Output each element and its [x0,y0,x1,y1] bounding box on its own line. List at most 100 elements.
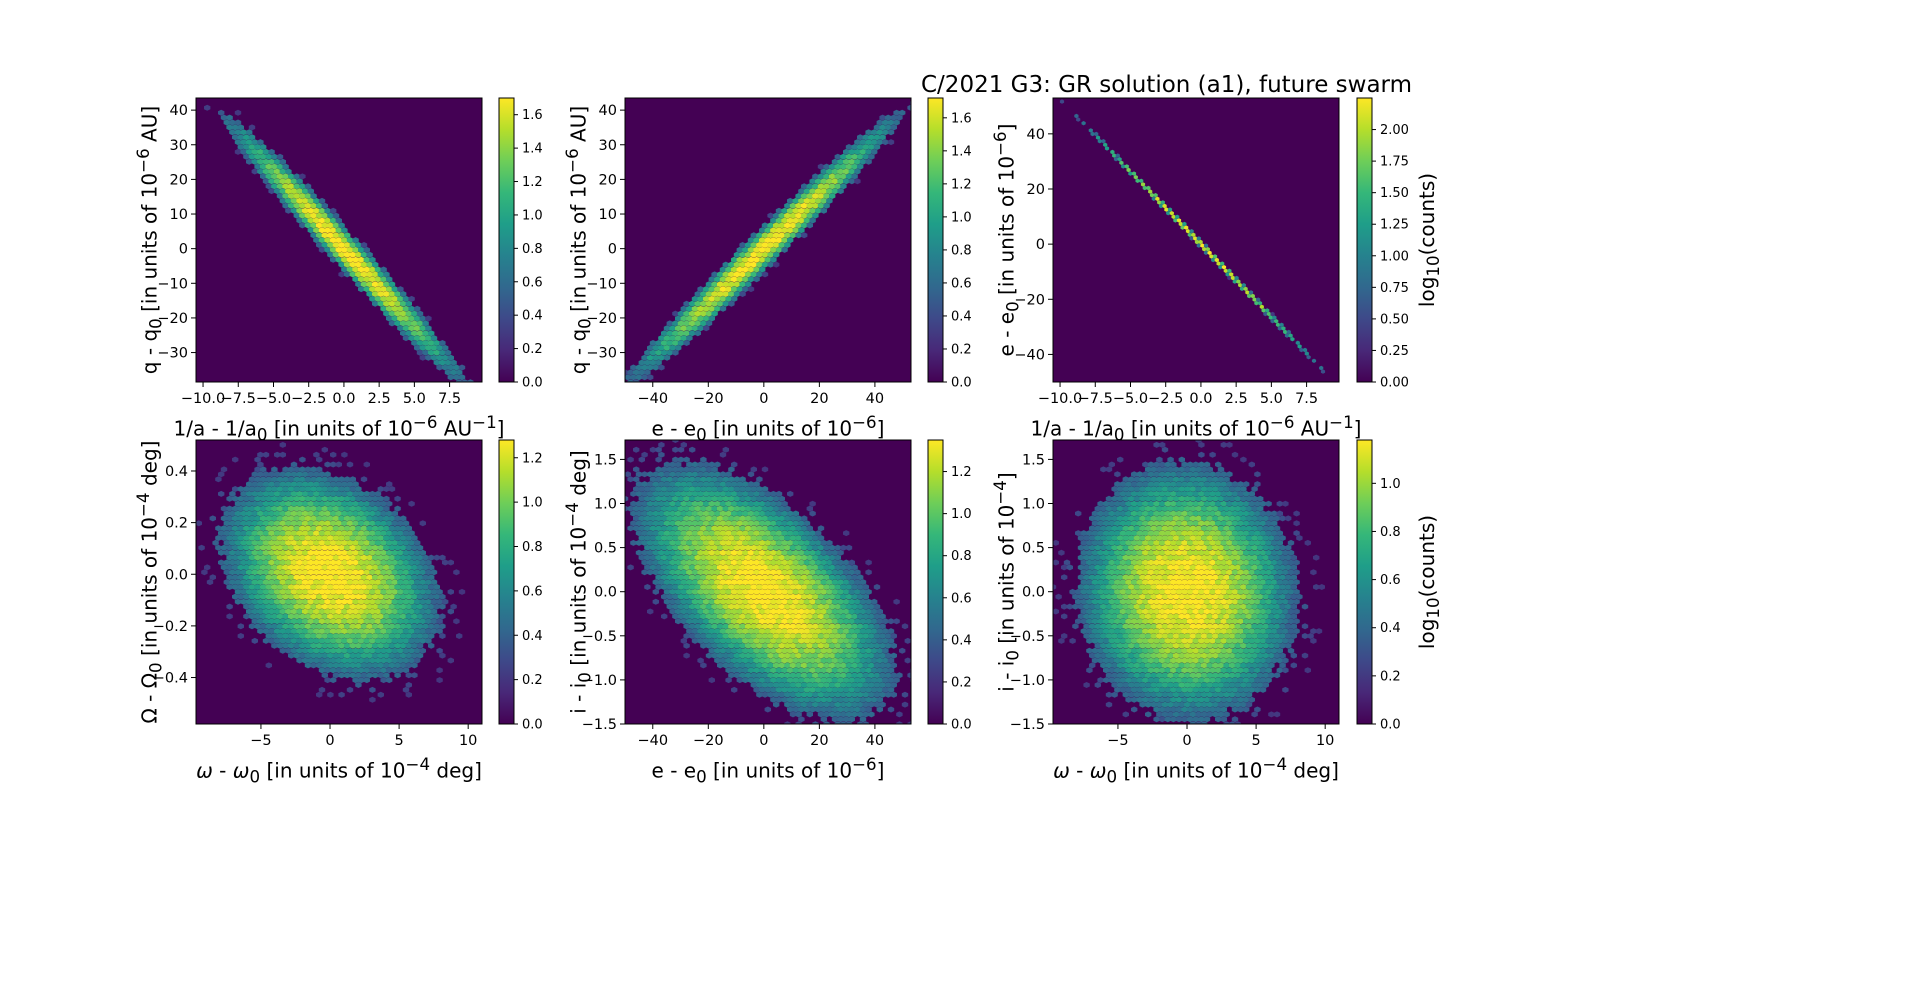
hex-cell [1147,530,1155,537]
hex-cell [806,672,813,679]
hex-cell [324,490,331,497]
hex-cell [400,574,407,581]
hex-cell [703,539,710,546]
x-tick-label: −10.0 [1038,391,1082,407]
hex-cell [750,525,757,532]
colorbar-tick-label: 1.75 [1380,155,1409,170]
hex-cell [803,686,811,693]
hex-cell [854,637,861,644]
hex-cell [1161,574,1169,581]
hex-cell [703,490,710,497]
hex-cell [663,325,671,332]
hex-cell [1164,500,1171,507]
hex-cell [288,202,295,209]
hex-cell [834,701,841,708]
hex-cell [324,677,331,684]
hex-cell [330,490,337,497]
hex-cell [360,525,368,532]
hex-cell [310,554,317,561]
hex-cell [661,349,668,356]
hex-cell [414,647,421,654]
hex-cell [739,242,746,248]
hex-cell [817,652,825,659]
hex-cell [840,584,847,590]
hex-cell [770,686,777,693]
hex-cell [862,613,869,620]
hex-cell [296,197,303,204]
hex-cell [355,261,362,268]
hex-cell [288,593,295,600]
hex-cell [433,554,440,561]
hex-cell [829,613,836,620]
hex-cell [299,574,306,581]
hex-cell [795,701,802,708]
hex-cell [1212,554,1219,561]
hex-cell [638,369,645,376]
hex-cell [1198,239,1203,245]
hex-cell [433,613,440,620]
hex-cell [672,515,679,522]
hex-cell [1063,559,1071,566]
hex-cell [817,193,825,199]
hex-cell [750,544,757,551]
hex-cell [817,603,825,610]
hex-cell [248,574,256,581]
hex-cell [767,505,774,512]
hex-cell [638,535,645,541]
hex-cell [369,618,376,625]
hex-cell [857,163,864,170]
hex-cell [1223,564,1230,571]
hex-cell [1217,466,1225,473]
hex-cell [1229,515,1236,522]
hex-cell [1125,510,1132,517]
hex-cell [414,569,421,576]
hex-cell [1259,304,1264,309]
hex-cell [756,232,763,239]
hex-cell [733,642,741,649]
hex-cell [377,662,384,669]
hex-cell [767,212,774,219]
x-axis-label: ω - ω0 [in units of 10−4 deg] [196,755,482,784]
hex-cell [1091,539,1099,546]
hex-cell [1273,554,1281,561]
hex-cell [234,109,242,116]
hex-cell [1181,500,1188,507]
hex-cell [745,554,752,561]
hex-cell [750,652,757,659]
hex-cell [753,481,760,488]
hex-cell [377,544,384,551]
hex-cell [246,481,253,488]
hex-cell [383,672,390,679]
hex-cell [812,642,819,649]
hex-cell [360,662,368,669]
hex-cell [711,574,718,581]
hex-cell [829,633,836,639]
hex-cell [1259,510,1267,517]
hex-cell [271,603,278,610]
hex-cell [262,598,270,605]
hex-cell [1206,544,1213,551]
hex-cell [349,574,356,581]
hex-cell [428,642,435,649]
hex-cell [736,637,743,644]
hex-cell [282,574,289,581]
hex-cell [285,569,292,576]
y-tick-label: 0 [1036,237,1045,253]
hex-cell [1117,495,1124,502]
hex-cell [1268,574,1275,581]
hex-cell [226,584,233,590]
hex-cell [327,535,334,541]
hex-cell [742,598,749,605]
hex-cell [795,554,802,561]
hex-cell [728,584,735,590]
hex-cell [731,579,738,586]
hex-cell [276,476,284,483]
hex-cell [795,525,802,532]
hex-cell [260,466,267,473]
hex-cell [703,588,710,595]
hex-cell [789,672,797,679]
hex-cell [276,525,284,532]
hex-cell [745,574,752,581]
hex-cell [675,579,682,586]
hex-cell [820,716,827,723]
